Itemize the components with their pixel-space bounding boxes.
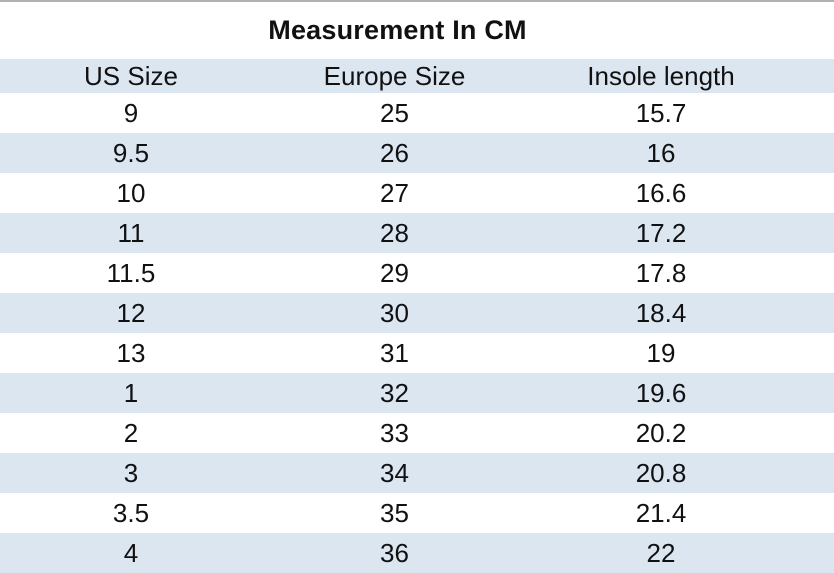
filler-cell bbox=[795, 493, 834, 533]
filler-cell bbox=[795, 253, 834, 293]
cell-insole-length: 16.6 bbox=[635, 177, 687, 208]
cell-europe-size: 30 bbox=[380, 297, 409, 328]
cell-europe-size: 28 bbox=[380, 217, 409, 248]
filler-cell bbox=[795, 373, 834, 413]
cell-europe-size: 29 bbox=[380, 257, 409, 288]
cell-us-size: 10 bbox=[116, 177, 146, 208]
table-row: 12 30 18.4 bbox=[0, 293, 834, 333]
cell-us-size: 12 bbox=[116, 297, 146, 328]
table-row: 3.5 35 21.4 bbox=[0, 493, 834, 533]
top-divider-line bbox=[0, 0, 834, 2]
cell-us-size: 1 bbox=[123, 377, 139, 408]
filler-cell bbox=[795, 413, 834, 453]
cell-europe-size: 35 bbox=[380, 497, 409, 528]
filler-cell bbox=[795, 173, 834, 213]
cell-us-size: 9 bbox=[123, 97, 139, 128]
filler-cell bbox=[795, 293, 834, 333]
cell-insole-length: 20.2 bbox=[635, 417, 687, 448]
table-row: 11 28 17.2 bbox=[0, 213, 834, 253]
cell-us-size: 2 bbox=[123, 417, 139, 448]
table-row: 4 36 22 bbox=[0, 533, 834, 573]
filler-cell bbox=[795, 213, 834, 253]
cell-europe-size: 32 bbox=[380, 377, 409, 408]
cell-insole-length: 17.8 bbox=[635, 257, 687, 288]
table-row: 11.5 29 17.8 bbox=[0, 253, 834, 293]
cell-us-size: 11 bbox=[117, 217, 145, 248]
cell-us-size: 13 bbox=[116, 337, 146, 368]
cell-us-size: 4 bbox=[123, 537, 139, 568]
cell-us-size: 3 bbox=[123, 457, 139, 488]
filler-cell bbox=[795, 333, 834, 373]
title-row: Measurement In CM bbox=[0, 2, 795, 59]
size-table: US Size Europe Size Insole length 9 25 1… bbox=[0, 59, 834, 573]
cell-insole-length: 15.7 bbox=[635, 97, 687, 128]
cell-europe-size: 26 bbox=[380, 137, 409, 168]
cell-insole-length: 17.2 bbox=[635, 217, 687, 248]
table-row: 13 31 19 bbox=[0, 333, 834, 373]
cell-europe-size: 33 bbox=[380, 417, 409, 448]
table-row: 3 34 20.8 bbox=[0, 453, 834, 493]
cell-insole-length: 19 bbox=[646, 337, 676, 368]
table-row: 9 25 15.7 bbox=[0, 93, 834, 133]
cell-insole-length: 16 bbox=[646, 137, 676, 168]
cell-europe-size: 25 bbox=[380, 97, 409, 128]
col-header-europe-size: Europe Size bbox=[323, 60, 466, 91]
cell-europe-size: 31 bbox=[380, 337, 409, 368]
cell-insole-length: 20.8 bbox=[635, 457, 687, 488]
cell-insole-length: 18.4 bbox=[635, 297, 687, 328]
table-row: 9.5 26 16 bbox=[0, 133, 834, 173]
cell-europe-size: 34 bbox=[380, 457, 409, 488]
cell-europe-size: 27 bbox=[380, 177, 409, 208]
table-row: 1 32 19.6 bbox=[0, 373, 834, 413]
col-header-insole-length: Insole length bbox=[587, 60, 735, 91]
cell-insole-length: 19.6 bbox=[635, 377, 687, 408]
cell-insole-length: 22 bbox=[646, 537, 676, 568]
cell-us-size: 3.5 bbox=[112, 497, 150, 528]
cell-us-size: 9.5 bbox=[112, 137, 150, 168]
header-row: US Size Europe Size Insole length bbox=[0, 59, 834, 93]
filler-cell bbox=[795, 533, 834, 573]
filler-cell bbox=[795, 453, 834, 493]
cell-us-size: 11.5 bbox=[106, 257, 156, 288]
table-row: 2 33 20.2 bbox=[0, 413, 834, 453]
page-title: Measurement In CM bbox=[268, 15, 527, 45]
cell-europe-size: 36 bbox=[380, 537, 409, 568]
table-row: 10 27 16.6 bbox=[0, 173, 834, 213]
cell-insole-length: 21.4 bbox=[635, 497, 687, 528]
filler-cell bbox=[795, 133, 834, 173]
col-header-us-size: US Size bbox=[84, 60, 178, 91]
filler-cell bbox=[795, 93, 834, 133]
filler-cell bbox=[795, 59, 834, 93]
